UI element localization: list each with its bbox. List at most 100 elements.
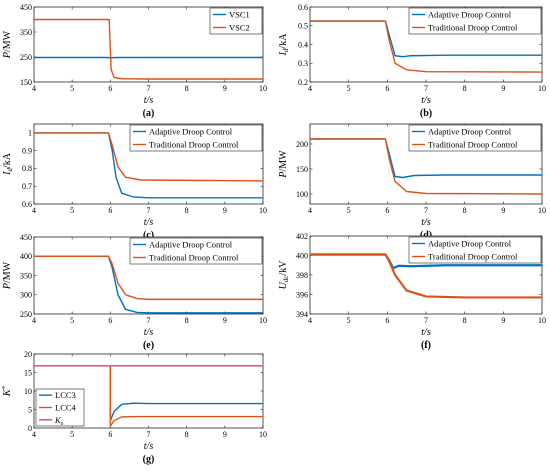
legend-entry: Traditional Droop Control [149,253,239,263]
x-tick-label: 8 [185,84,189,93]
y-tick-label: 1 [28,129,32,138]
y-tick-label: 10 [24,387,32,396]
y-tick-label: 0 [28,424,32,433]
x-tick-label: 10 [259,84,267,93]
legend-entry: VSC1 [229,10,250,20]
legend-entry: Adaptive Droop Control [149,240,233,250]
legend-entry: Adaptive Droop Control [149,127,233,137]
x-tick-label: 5 [347,84,351,93]
x-tick-label: 6 [108,84,112,93]
legend-entry: Traditional Droop Control [149,140,239,150]
x-tick-label: 9 [501,206,505,215]
x-tick-label: 5 [70,206,74,215]
panel-label: (c) [143,230,154,241]
series-line-c-1 [34,132,263,182]
y-axis-label: Id/kA [2,152,14,176]
y-tick-label: 250 [20,53,32,62]
x-tick-label: 6 [385,206,389,215]
x-tick-label: 9 [223,316,227,325]
x-tick-label: 10 [538,316,546,325]
legend-entry: Adaptive Droop Control [428,127,512,137]
x-tick-label: 6 [385,84,389,93]
panel-label: (a) [143,108,155,119]
x-tick-label: 4 [308,84,312,93]
x-tick-label: 6 [385,316,389,325]
y-tick-label: 350 [20,271,32,280]
x-axis-label: t/s [421,95,431,106]
x-axis-label: t/s [144,327,154,338]
y-tick-label: 400 [20,252,32,261]
legend: Adaptive Droop Control Traditional Droop … [408,236,542,264]
chart-panel-e: 4 5 6 7 8 9 10 250 300 350 400 450 Adaptive Droop Co… [2,233,267,351]
y-tick-label: 200 [296,140,308,149]
x-tick-label: 8 [185,206,189,215]
y-axis-label: Id/kA [278,33,290,57]
x-tick-label: 6 [108,430,112,439]
y-tick-label: 394 [296,310,308,319]
y-tick-label: 0.7 [22,182,32,191]
legend: LCC3 LCC4 Ks [35,388,85,427]
x-tick-label: 8 [463,206,467,215]
y-tick-label: 450 [20,233,32,242]
legend-entry: Traditional Droop Control [428,23,518,33]
x-tick-label: 8 [463,84,467,93]
y-tick-label: 300 [20,291,32,300]
y-tick-label: 0.6 [298,3,308,12]
x-axis-label: t/s [144,95,154,106]
y-axis-label: P/MW [2,261,13,290]
panel-label: (b) [420,108,432,119]
panel-label: (d) [420,230,432,241]
x-tick-label: 6 [108,206,112,215]
x-tick-label: 5 [347,316,351,325]
x-axis-label: t/s [421,217,431,228]
x-axis-label: t/s [421,327,431,338]
chart-panel-b: 4 5 6 7 8 9 10 0.2 0.3 0.4 0.5 0.6 Adaptive Droop Co… [278,3,546,119]
y-tick-label: 0.4 [298,40,308,49]
x-tick-label: 7 [424,206,428,215]
x-tick-label: 7 [147,206,151,215]
x-axis-label: t/s [144,441,154,452]
x-tick-label: 9 [223,430,227,439]
legend-entry: LCC4 [55,403,77,413]
series-line-a-1 [34,18,263,80]
x-tick-label: 6 [108,316,112,325]
panel-label: (e) [143,340,154,351]
y-tick-label: 0.8 [22,164,32,173]
y-tick-label: 0.6 [22,200,32,209]
legend: Adaptive Droop Control Traditional Droop … [408,7,542,35]
y-axis-label: P/MW [2,30,13,59]
x-tick-label: 7 [424,316,428,325]
y-tick-label: 20 [24,350,32,359]
x-tick-label: 5 [347,206,351,215]
y-tick-label: 150 [20,78,32,87]
legend: Adaptive Droop Control Traditional Droop … [129,237,263,265]
x-tick-label: 4 [308,206,312,215]
x-tick-label: 5 [70,430,74,439]
chart-panel-f: 4 5 6 7 8 9 10 394 396 398 400 402 Adaptive Droop Co… [278,232,546,351]
legend-entry: VSC2 [229,23,250,33]
legend: Adaptive Droop Control Traditional Droop … [408,124,542,152]
x-tick-label: 4 [308,316,312,325]
y-tick-label: 5 [28,405,32,414]
chart-panel-g: 4 5 6 7 8 9 10 0 5 10 15 20 LCC3 LCC4 Ks K* t/s (g) [1,350,267,465]
y-tick-label: 400 [296,251,308,260]
x-tick-label: 9 [223,84,227,93]
x-tick-label: 5 [70,316,74,325]
panel-label: (f) [421,340,431,351]
y-tick-label: 150 [296,165,308,174]
chart-panel-a: 4 5 6 7 8 9 10 150 250 350 450 VSC1 VSC2 P/MW t/s (a) [2,3,267,119]
series-line-d-1 [310,138,542,195]
x-tick-label: 7 [147,430,151,439]
y-axis-label: K* [1,385,13,397]
series-line-e-1 [34,255,263,301]
y-tick-label: 0.5 [298,22,308,31]
y-tick-label: 15 [24,368,32,377]
legend-entry: Adaptive Droop Control [428,239,512,249]
y-tick-label: 398 [296,271,308,280]
series-line-f-1 [310,253,542,299]
x-axis-label: t/s [144,217,154,228]
y-tick-label: 0.2 [298,78,308,87]
y-tick-label: 0.3 [298,59,308,68]
series-line-b-1 [310,20,542,73]
